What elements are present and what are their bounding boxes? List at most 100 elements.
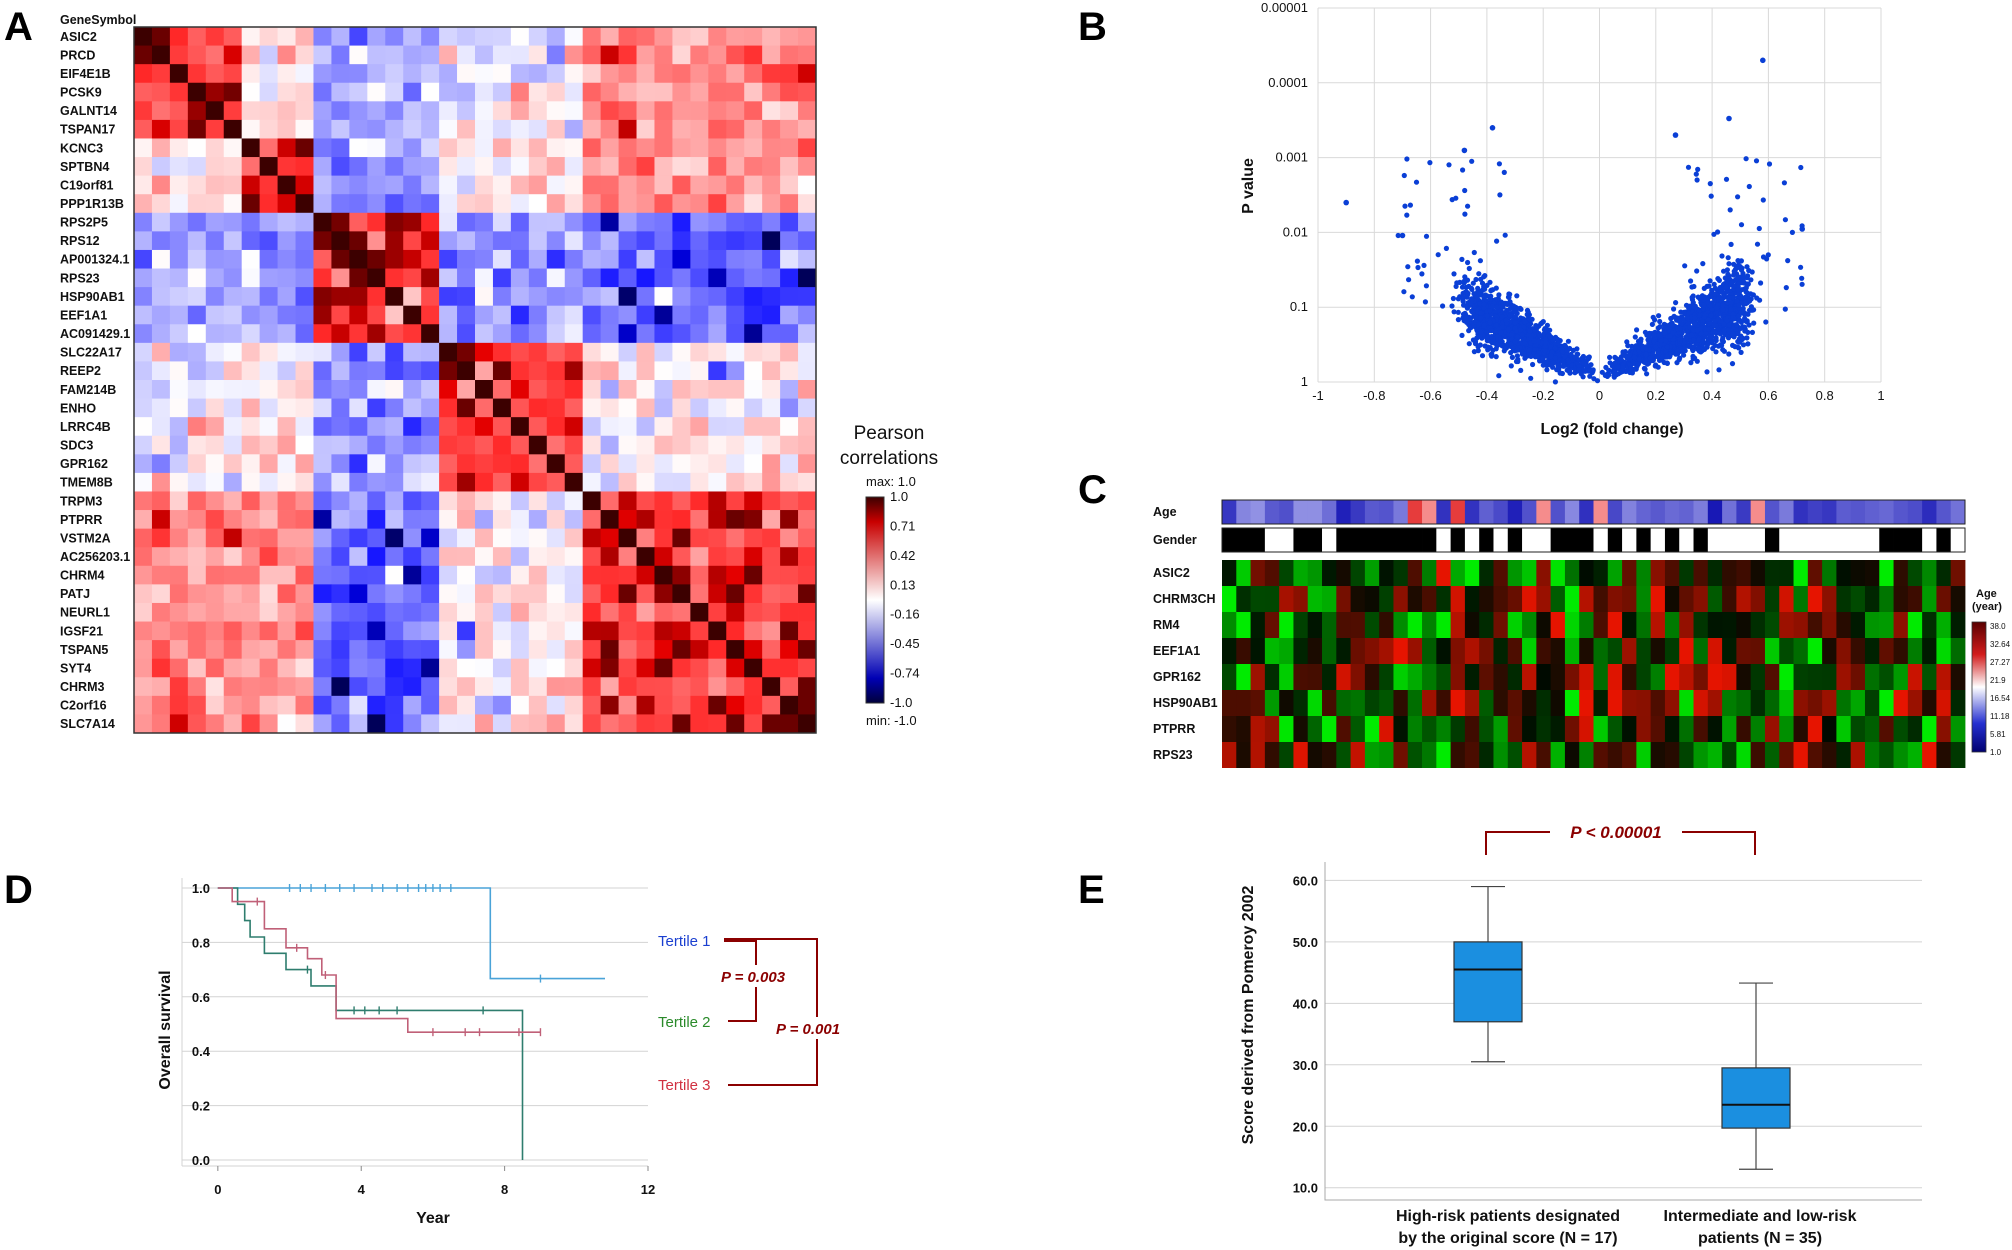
volcano-point xyxy=(1419,271,1425,277)
volcano-point xyxy=(1462,211,1468,217)
correlation-cell xyxy=(798,249,817,269)
expression-cell xyxy=(1364,690,1380,716)
correlation-cell xyxy=(259,249,278,269)
correlation-cell xyxy=(546,454,566,474)
correlation-cell xyxy=(582,584,602,604)
correlation-cell xyxy=(475,119,494,139)
gene-label: PTPRR xyxy=(60,513,102,527)
correlation-cell xyxy=(510,287,530,307)
correlation-cell xyxy=(708,584,727,604)
expression-cell xyxy=(1507,638,1523,664)
correlation-cell xyxy=(187,101,207,121)
volcano-point xyxy=(1737,325,1743,332)
volcano-point xyxy=(1799,281,1805,287)
correlation-cell xyxy=(457,64,476,84)
correlation-cell xyxy=(421,398,440,418)
expression-cell xyxy=(1850,560,1866,586)
expression-cell xyxy=(1779,586,1794,612)
expression-cell xyxy=(1936,690,1952,716)
correlation-cell xyxy=(349,454,368,474)
expression-cell xyxy=(1636,586,1652,612)
age-cell xyxy=(1622,500,1637,524)
correlation-cell xyxy=(690,249,709,269)
correlation-cell xyxy=(295,268,314,288)
correlation-cell xyxy=(510,472,530,492)
correlation-cell xyxy=(564,342,584,362)
correlation-cell xyxy=(798,287,817,307)
age-cell xyxy=(1250,500,1266,524)
correlation-cell xyxy=(134,361,153,381)
correlation-cell xyxy=(582,621,602,641)
correlation-cell xyxy=(798,472,817,492)
correlation-cell xyxy=(277,584,296,604)
correlation-cell xyxy=(169,194,189,214)
correlation-cell xyxy=(546,640,566,660)
expression-cell xyxy=(1622,664,1637,690)
correlation-cell xyxy=(241,119,261,139)
volcano-point xyxy=(1689,284,1695,290)
correlation-cell xyxy=(403,510,422,530)
gender-cell xyxy=(1636,528,1652,552)
correlation-cell xyxy=(151,398,171,418)
expression-cell xyxy=(1422,586,1437,612)
expression-row-label: HSP90AB1 xyxy=(1153,696,1218,710)
correlation-cell xyxy=(385,380,404,399)
volcano-point xyxy=(1449,303,1455,309)
volcano-y-tick: 0.1 xyxy=(1290,299,1308,314)
expression-cell xyxy=(1693,716,1709,742)
expression-cell xyxy=(1679,716,1694,742)
volcano-point xyxy=(1798,264,1804,270)
correlation-cell xyxy=(169,528,189,548)
correlation-cell xyxy=(564,677,584,697)
volcano-point xyxy=(1543,326,1549,332)
volcano-point xyxy=(1518,327,1524,333)
volcano-point xyxy=(1544,322,1550,328)
correlation-cell xyxy=(385,45,404,65)
correlation-cell xyxy=(187,119,207,139)
correlation-cell xyxy=(546,82,566,102)
expression-cell xyxy=(1936,612,1952,638)
expression-cell xyxy=(1293,716,1309,742)
correlation-cell xyxy=(546,249,566,269)
correlation-cell xyxy=(582,305,602,325)
volcano-point xyxy=(1682,263,1688,269)
expression-cell xyxy=(1564,586,1580,612)
correlation-cell xyxy=(564,249,584,269)
correlation-cell xyxy=(421,528,440,548)
expression-cell xyxy=(1679,638,1694,664)
correlation-cell xyxy=(349,510,368,530)
volcano-point xyxy=(1402,203,1408,209)
correlation-cell xyxy=(492,472,512,492)
volcano-point xyxy=(1678,321,1685,327)
expression-cell xyxy=(1279,742,1294,768)
correlation-cell xyxy=(492,417,512,437)
expression-cell xyxy=(1522,664,1537,690)
correlation-cell xyxy=(313,491,332,511)
correlation-cell xyxy=(475,547,494,567)
volcano-point xyxy=(1603,372,1609,378)
correlation-cell xyxy=(492,138,512,158)
correlation-cell xyxy=(169,64,189,84)
correlation-cell xyxy=(672,435,691,455)
correlation-cell xyxy=(205,119,225,139)
volcano-point xyxy=(1655,351,1662,358)
correlation-cell xyxy=(475,249,494,269)
expression-cell xyxy=(1936,742,1952,768)
correlation-cell xyxy=(780,175,799,195)
volcano-point xyxy=(1574,346,1580,352)
volcano-point xyxy=(1631,354,1638,361)
box-iqr xyxy=(1721,1067,1791,1129)
correlation-cell xyxy=(385,602,404,622)
correlation-cell xyxy=(636,472,655,492)
expression-cell xyxy=(1907,638,1923,664)
expression-cell xyxy=(1936,664,1952,690)
expression-cell xyxy=(1264,560,1280,586)
correlation-cell xyxy=(205,157,225,177)
correlation-cell xyxy=(528,82,548,102)
correlation-cell xyxy=(277,510,296,530)
correlation-cell xyxy=(582,138,602,158)
age-legend-tick: 16.54 xyxy=(1990,694,2011,703)
expression-cell xyxy=(1650,560,1666,586)
volcano-point xyxy=(1749,269,1755,275)
